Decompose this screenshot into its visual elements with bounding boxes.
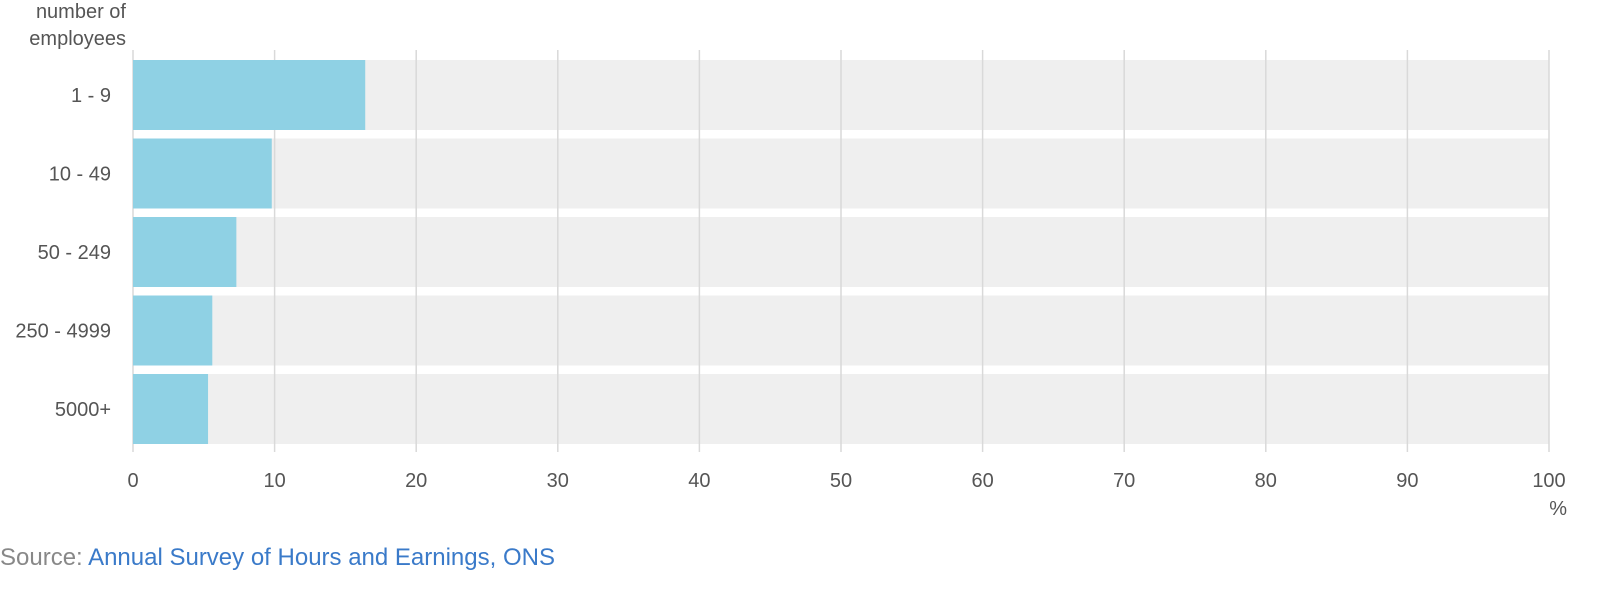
y-tick-label-1-9: 1 - 9 xyxy=(71,85,111,107)
x-tick-label-100: 100 xyxy=(1532,470,1565,492)
bar-50-249 xyxy=(133,217,237,287)
bar-5000 xyxy=(133,374,209,444)
x-tick-label-80: 80 xyxy=(1255,470,1277,492)
y-tick-label-5000: 5000+ xyxy=(55,399,111,421)
y-axis-title-line-1: number of xyxy=(36,1,126,23)
x-tick-label-40: 40 xyxy=(688,470,710,492)
bar-1-9 xyxy=(133,60,366,130)
bar-250-4999 xyxy=(133,295,213,366)
gridlines xyxy=(132,50,1550,452)
y-axis-title-line-2: employees xyxy=(29,28,126,50)
x-tick-label-20: 20 xyxy=(405,470,427,492)
source-prefix: Source: xyxy=(0,544,89,571)
source-link[interactable]: Annual Survey of Hours and Earnings, ONS xyxy=(88,544,555,571)
x-tick-label-70: 70 xyxy=(1113,470,1135,492)
x-tick-label-50: 50 xyxy=(830,470,852,492)
y-tick-label-250-4999: 250 - 4999 xyxy=(15,321,111,343)
x-tick-label-30: 30 xyxy=(547,470,569,492)
x-axis-tick-labels: 0 10 20 30 40 50 60 70 80 90 100 xyxy=(127,470,1565,492)
y-axis-tick-labels: 1 - 9 10 - 49 50 - 249 250 - 4999 5000+ xyxy=(15,85,111,421)
bars xyxy=(133,60,366,444)
x-tick-label-60: 60 xyxy=(971,470,993,492)
x-tick-label-0: 0 xyxy=(127,470,138,492)
x-tick-label-10: 10 xyxy=(263,470,285,492)
y-tick-label-10-49: 10 - 49 xyxy=(49,164,111,186)
bar-chart: 1 - 9 10 - 49 50 - 249 250 - 4999 5000+ 0 10 2… xyxy=(15,1,1567,520)
x-axis-title: % xyxy=(1549,498,1567,520)
y-tick-label-50-249: 50 - 249 xyxy=(38,242,111,264)
x-tick-label-90: 90 xyxy=(1396,470,1418,492)
bar-10-49 xyxy=(133,138,272,209)
source-note: Source: Annual Survey of Hours and Earni… xyxy=(0,544,555,572)
